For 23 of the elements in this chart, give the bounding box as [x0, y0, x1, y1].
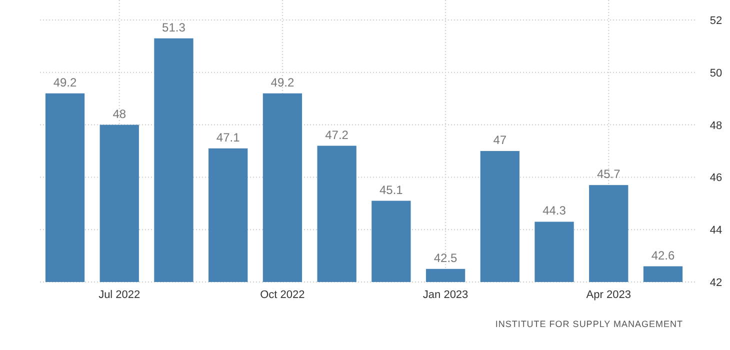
data-label: 51.3: [162, 20, 186, 34]
x-tick-label: Oct 2022: [260, 289, 305, 301]
data-label: 44.3: [542, 204, 566, 218]
y-tick-label: 50: [710, 67, 722, 80]
x-tick-label: Jul 2022: [98, 289, 140, 301]
data-label: 42.6: [651, 248, 675, 262]
y-tick-label: 44: [710, 224, 722, 237]
data-label: 47: [493, 133, 507, 147]
data-label: 45.7: [596, 167, 621, 182]
data-label: 48: [112, 106, 126, 121]
data-label: 49.2: [53, 75, 78, 90]
data-label: 47.1: [216, 130, 240, 144]
y-tick-label: 46: [710, 172, 722, 184]
y-tick-label: 48: [710, 120, 722, 132]
x-tick-label: Apr 2023: [586, 289, 631, 301]
y-tick-label: 52: [710, 15, 722, 27]
data-label: 47.2: [325, 128, 349, 142]
data-label: 49.2: [270, 75, 294, 90]
data-label: 42.5: [434, 250, 458, 265]
x-tick-label: Jan 2023: [422, 289, 468, 301]
y-tick-label: 42: [710, 277, 722, 289]
text: INSTITUTE FOR SUPPLY MANAGEMENT: [495, 319, 683, 329]
data-label: 45.1: [380, 182, 404, 197]
